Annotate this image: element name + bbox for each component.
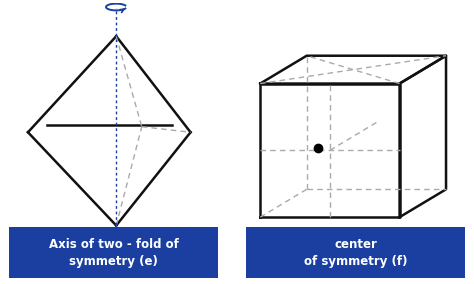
Bar xyxy=(246,227,465,278)
Text: center
of symmetry (f): center of symmetry (f) xyxy=(304,238,407,268)
Text: Axis of two - fold of
symmetry (e): Axis of two - fold of symmetry (e) xyxy=(49,238,179,268)
Bar xyxy=(9,227,219,278)
